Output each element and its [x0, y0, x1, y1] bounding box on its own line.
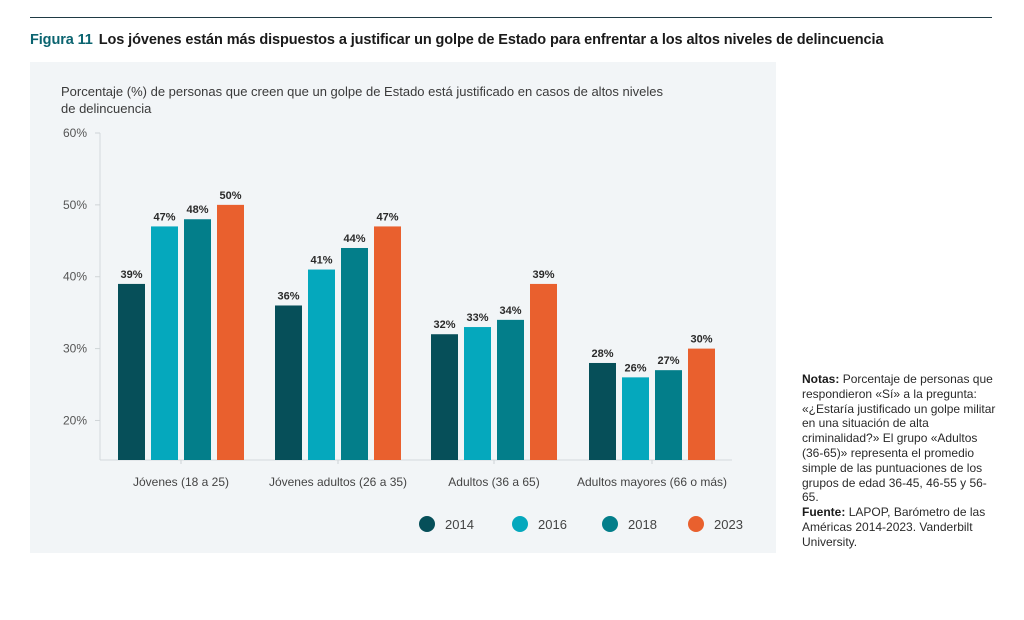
data-label: 32% [433, 319, 455, 331]
y-tick-label: 40% [63, 270, 87, 284]
bar [217, 204, 244, 460]
data-label: 28% [591, 348, 613, 360]
x-tick-label: Adultos mayores (66 o más) [577, 475, 727, 489]
data-label: 39% [532, 269, 554, 281]
bar [530, 283, 557, 460]
y-tick-label: 60% [63, 126, 87, 140]
data-label: 33% [466, 312, 488, 324]
bar [184, 219, 211, 460]
legend-label: 2018 [628, 517, 657, 532]
source-label: Fuente: [802, 505, 846, 520]
data-label: 39% [120, 269, 142, 281]
bar [622, 377, 649, 460]
x-tick-label: Jóvenes (18 a 25) [133, 475, 229, 489]
figure-title: Figura 11 Los jóvenes están más dispuesto… [30, 32, 884, 48]
figure-number: Figura 11 [30, 32, 93, 48]
data-label: 36% [277, 290, 299, 302]
legend-label: 2016 [538, 517, 567, 532]
notes-block: Notas: Porcentaje de personas que respon… [802, 372, 1002, 550]
data-label: 41% [310, 255, 332, 267]
legend-label: 2014 [445, 517, 474, 532]
y-tick-label: 20% [63, 413, 87, 427]
top-rule [30, 17, 992, 18]
data-label: 26% [624, 362, 646, 374]
data-label: 48% [186, 204, 208, 216]
bar [497, 319, 524, 460]
notes-label: Notas: [802, 372, 840, 386]
bar [688, 348, 715, 460]
data-label: 44% [343, 233, 365, 245]
data-label: 30% [690, 334, 712, 346]
bars [118, 204, 715, 460]
category-labels: Jóvenes (18 a 25) Jóvenes adultos (26 a 3… [133, 475, 727, 489]
bar [464, 327, 491, 460]
bar [308, 269, 335, 460]
data-label: 50% [219, 190, 241, 202]
legend-swatch [512, 516, 528, 532]
y-tick-label: 30% [63, 342, 87, 356]
x-tick-label: Jóvenes adultos (26 a 35) [269, 475, 407, 489]
bar [275, 305, 302, 460]
bar [589, 362, 616, 460]
bar [374, 226, 401, 460]
bar [118, 283, 145, 460]
data-label: 47% [153, 211, 175, 223]
bar [431, 334, 458, 460]
legend-label: 2023 [714, 517, 743, 532]
legend: 2014 2016 2018 2023 [419, 516, 743, 532]
value-labels: 39% 47% 48% 50% 36% 41% 44% 47% 32% 33% 34% 39% 28% 2… [120, 190, 712, 374]
legend-swatch [688, 516, 704, 532]
bar [341, 247, 368, 460]
y-tick-label: 50% [63, 198, 87, 212]
chart-subtitle: Porcentaje (%) de personas que creen que… [61, 84, 663, 116]
x-tick-label: Adultos (36 a 65) [448, 475, 539, 489]
data-label: 47% [376, 211, 398, 223]
source-text: LAPOP, Barómetro de las Américas 2014-20… [802, 505, 986, 549]
legend-swatch [602, 516, 618, 532]
bar [151, 226, 178, 460]
bar [655, 370, 682, 460]
data-label: 34% [499, 305, 521, 317]
legend-swatch [419, 516, 435, 532]
notes-text: Porcentaje de personas que respondieron … [802, 372, 996, 505]
figure-title-text: Los jóvenes están más dispuestos a justi… [98, 32, 884, 48]
data-label: 27% [657, 355, 679, 367]
